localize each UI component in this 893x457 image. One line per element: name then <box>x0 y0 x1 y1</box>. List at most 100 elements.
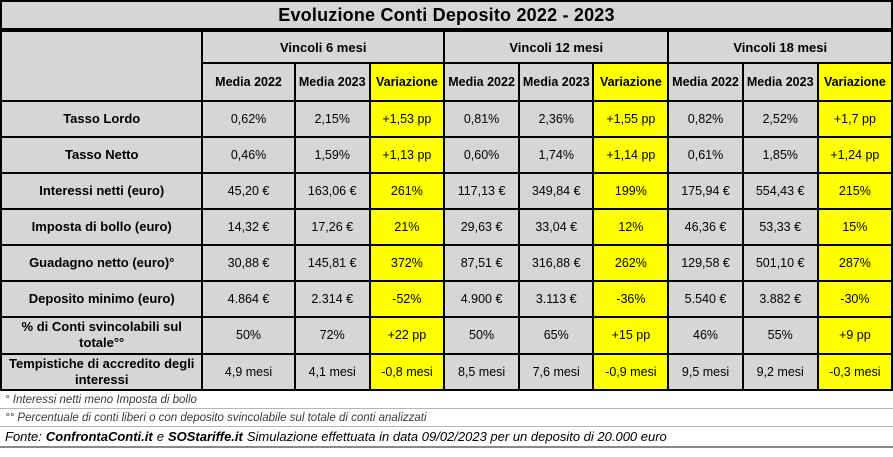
variation-cell: 262% <box>592 244 670 282</box>
deposit-comparison-table: Vincoli 6 mesi Vincoli 12 mesi Vincoli 1… <box>0 30 893 391</box>
col-header-media-2022: Media 2022 <box>201 62 296 102</box>
variation-cell: -0,8 mesi <box>368 352 445 391</box>
variation-cell: 287% <box>816 244 893 282</box>
group-header-row: Vincoli 6 mesi Vincoli 12 mesi Vincoli 1… <box>0 30 893 102</box>
corner-cell <box>0 30 204 102</box>
value-cell: 55% <box>741 316 819 355</box>
value-cell: 9,5 mesi <box>667 352 744 391</box>
variation-cell: 12% <box>592 208 670 246</box>
variation-cell: 199% <box>592 172 670 210</box>
variation-cell: 215% <box>816 172 893 210</box>
col-header-media-2022: Media 2022 <box>667 62 744 102</box>
value-cell: 72% <box>293 316 371 355</box>
variation-cell: +9 pp <box>816 316 893 355</box>
row-label: Tempistiche di accredito degli interessi <box>0 352 204 391</box>
footnote-percentuale: °° Percentuale di conti liberi o con dep… <box>0 409 893 427</box>
variation-cell: -30% <box>816 280 893 318</box>
row-label: Interessi netti (euro) <box>0 172 204 210</box>
value-cell: 46,36 € <box>667 208 744 246</box>
value-cell: 117,13 € <box>442 172 521 210</box>
value-cell: 1,85% <box>741 136 819 174</box>
group-header-12-mesi: Vincoli 12 mesi <box>442 30 670 64</box>
value-cell: 4,9 mesi <box>201 352 296 391</box>
table-row: Deposito minimo (euro) 4.864 €2.314 € -52%… <box>0 280 893 318</box>
value-cell: 2,36% <box>518 100 595 138</box>
row-label: % di Conti svincolabili sul totale°° <box>0 316 204 355</box>
table-row: Interessi netti (euro) 45,20 €163,06 €261… <box>0 172 893 210</box>
variation-cell: -0,3 mesi <box>816 352 893 391</box>
value-cell: 0,61% <box>667 136 744 174</box>
value-cell: 129,58 € <box>667 244 744 282</box>
value-cell: 14,32 € <box>201 208 296 246</box>
value-cell: 30,88 € <box>201 244 296 282</box>
value-cell: 7,6 mesi <box>518 352 595 391</box>
variation-cell: -36% <box>592 280 670 318</box>
col-header-media-2023: Media 2023 <box>518 62 595 102</box>
value-cell: 1,59% <box>293 136 371 174</box>
row-label: Guadagno netto (euro)° <box>0 244 204 282</box>
source-site-confrontaconti: ConfrontaConti.it <box>45 429 153 444</box>
table-body: Tasso Lordo 0,62% 2,15% +1,53 pp 0,81% 2,36% +… <box>0 100 893 391</box>
value-cell: 50% <box>442 316 521 355</box>
value-cell: 554,43 € <box>741 172 819 210</box>
value-cell: 5.540 € <box>667 280 744 318</box>
value-cell: 4.900 € <box>442 280 521 318</box>
value-cell: 87,51 € <box>442 244 521 282</box>
variation-cell: +1,53 pp <box>368 100 445 138</box>
value-cell: 50% <box>201 316 296 355</box>
value-cell: 145,81 € <box>293 244 371 282</box>
table-row: Tasso Netto 0,46% 1,59% +1,13 pp 0,60% 1,74% +… <box>0 136 893 174</box>
value-cell: 4,1 mesi <box>293 352 371 391</box>
variation-cell: +22 pp <box>368 316 445 355</box>
value-cell: 3.882 € <box>741 280 819 318</box>
source-prefix: Fonte: <box>5 429 42 444</box>
value-cell: 0,46% <box>201 136 296 174</box>
col-header-variazione: Variazione <box>816 62 893 102</box>
value-cell: 0,60% <box>442 136 521 174</box>
value-cell: 8,5 mesi <box>442 352 521 391</box>
value-cell: 175,94 € <box>667 172 744 210</box>
value-cell: 2.314 € <box>293 280 371 318</box>
table-row: Tasso Lordo 0,62% 2,15% +1,53 pp 0,81% 2,36% +… <box>0 100 893 138</box>
value-cell: 2,52% <box>741 100 819 138</box>
variation-cell: +1,13 pp <box>368 136 445 174</box>
value-cell: 0,82% <box>667 100 744 138</box>
variation-cell: +15 pp <box>592 316 670 355</box>
value-cell: 53,33 € <box>741 208 819 246</box>
value-cell: 29,63 € <box>442 208 521 246</box>
source-conjunction: e <box>156 429 164 444</box>
row-label: Tasso Lordo <box>0 100 204 138</box>
value-cell: 0,62% <box>201 100 296 138</box>
variation-cell: 21% <box>368 208 445 246</box>
variation-cell: +1,14 pp <box>592 136 670 174</box>
row-label: Deposito minimo (euro) <box>0 280 204 318</box>
row-label: Tasso Netto <box>0 136 204 174</box>
value-cell: 501,10 € <box>741 244 819 282</box>
variation-cell: -0,9 mesi <box>592 352 670 391</box>
source-site-sostariffe: SOStariffe.it <box>167 429 243 444</box>
value-cell: 45,20 € <box>201 172 296 210</box>
col-header-media-2022: Media 2022 <box>442 62 521 102</box>
row-label: Imposta di bollo (euro) <box>0 208 204 246</box>
col-header-variazione: Variazione <box>368 62 445 102</box>
value-cell: 17,26 € <box>293 208 371 246</box>
table-header: Vincoli 6 mesi Vincoli 12 mesi Vincoli 1… <box>0 30 893 102</box>
col-header-variazione: Variazione <box>592 62 670 102</box>
value-cell: 9,2 mesi <box>741 352 819 391</box>
table-row: Imposta di bollo (euro) 14,32 €17,26 €21%… <box>0 208 893 246</box>
value-cell: 3.113 € <box>518 280 595 318</box>
col-header-media-2023: Media 2023 <box>741 62 819 102</box>
value-cell: 0,81% <box>442 100 521 138</box>
value-cell: 2,15% <box>293 100 371 138</box>
value-cell: 163,06 € <box>293 172 371 210</box>
variation-cell: -52% <box>368 280 445 318</box>
variation-cell: 15% <box>816 208 893 246</box>
variation-cell: 372% <box>368 244 445 282</box>
footnote-guadagno: ° Interessi netti meno Imposta di bollo <box>0 391 893 409</box>
group-header-18-mesi: Vincoli 18 mesi <box>667 30 893 64</box>
source-line: Fonte: ConfrontaConti.it e SOStariffe.it… <box>0 427 893 448</box>
table-row: Guadagno netto (euro)° 30,88 €145,81 €372… <box>0 244 893 282</box>
value-cell: 316,88 € <box>518 244 595 282</box>
source-simulation-note: Simulazione effettuata in data 09/02/202… <box>246 429 667 444</box>
